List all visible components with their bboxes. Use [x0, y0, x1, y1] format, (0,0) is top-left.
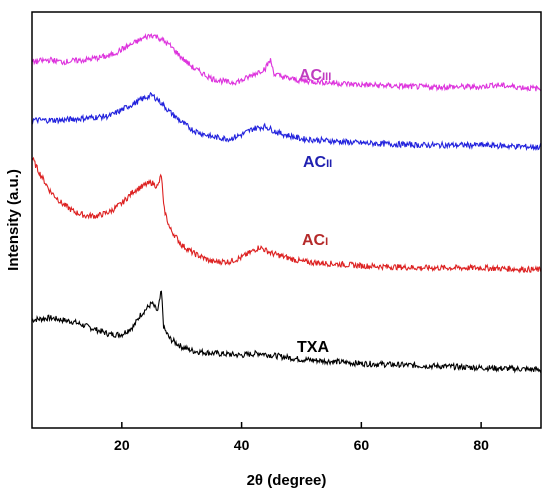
- x-tick-label: 80: [473, 437, 489, 453]
- series-label-acii: ACII: [303, 154, 332, 171]
- series-line-txa: [31, 290, 542, 374]
- x-tick-label: 60: [354, 437, 370, 453]
- series-label-txa: TXA: [297, 339, 329, 356]
- x-axis-ticks: 20 40 60 80: [114, 422, 489, 453]
- series-label-aciii: ACIII: [299, 67, 331, 84]
- x-tick-label: 40: [234, 437, 250, 453]
- x-tick-label: 20: [114, 437, 130, 453]
- x-axis-title: 2θ (degree): [247, 472, 327, 489]
- series-labels: TXA ACI ACII ACIII: [297, 67, 332, 356]
- plot-area: [31, 32, 542, 374]
- plot-frame: [31, 11, 542, 429]
- series-line-aciii: [31, 32, 542, 93]
- series-label-aci: ACI: [302, 232, 328, 249]
- y-axis-title: Intensity (a.u.): [5, 169, 22, 271]
- series-line-aci: [31, 156, 542, 274]
- series-line-acii: [31, 91, 542, 152]
